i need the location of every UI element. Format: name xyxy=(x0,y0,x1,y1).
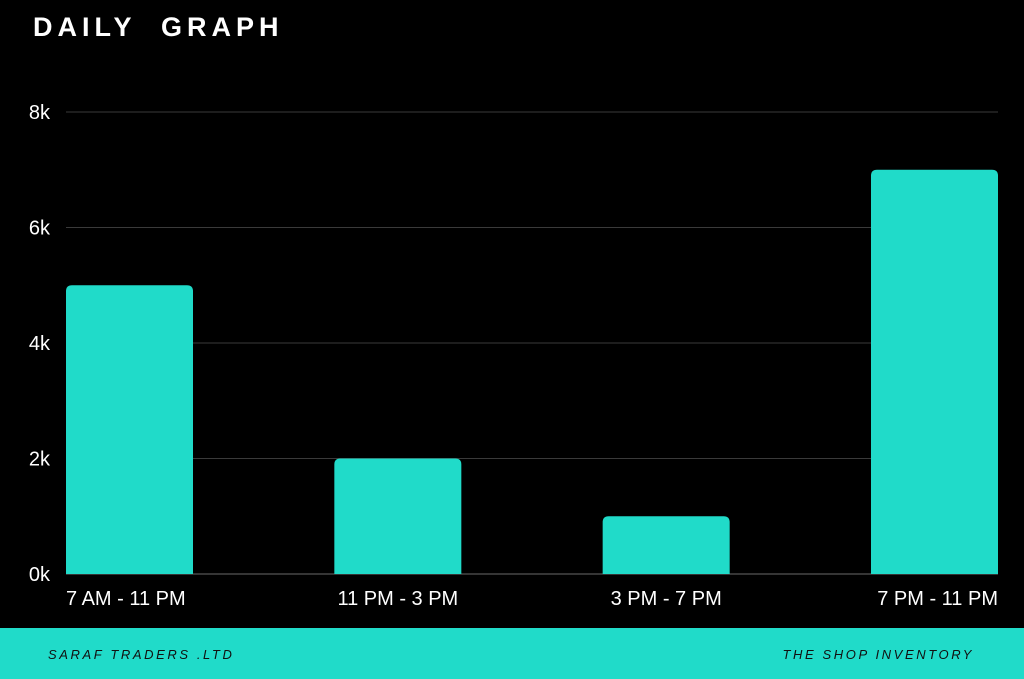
x-tick-label: 7 PM - 11 PM xyxy=(877,588,998,610)
x-tick-label: 3 PM - 7 PM xyxy=(611,588,722,610)
y-tick-label: 8k xyxy=(29,102,51,124)
y-axis-ticks: 0k 2k 4k 6k 8k xyxy=(29,102,51,586)
bar xyxy=(871,169,998,574)
y-tick-label: 6k xyxy=(29,218,51,240)
chart-title: DAILY GRAPH xyxy=(33,12,284,42)
x-tick-label: 11 PM - 3 PM xyxy=(337,588,458,610)
footer-subtitle: THE SHOP INVENTORY xyxy=(782,647,974,662)
x-axis-ticks: 7 AM - 11 PM 11 PM - 3 PM 3 PM - 7 PM 7 PM … xyxy=(66,588,998,610)
bar xyxy=(66,285,193,574)
bar xyxy=(334,458,462,574)
footer-bar: SARAF TRADERS .LTD THE SHOP INVENTORY xyxy=(0,628,1024,679)
y-tick-label: 0k xyxy=(29,564,51,586)
company-name: SARAF TRADERS .LTD xyxy=(48,647,235,662)
bar-chart: 0k 2k 4k 6k 8k 7 AM - 11 PM 11 PM - 3 PM 3 PM … xyxy=(29,102,998,610)
bars xyxy=(66,169,998,574)
bar xyxy=(602,516,730,574)
x-tick-label: 7 AM - 11 PM xyxy=(66,588,186,610)
grid-lines xyxy=(66,111,998,575)
y-tick-label: 4k xyxy=(29,333,51,355)
y-tick-label: 2k xyxy=(29,449,51,471)
